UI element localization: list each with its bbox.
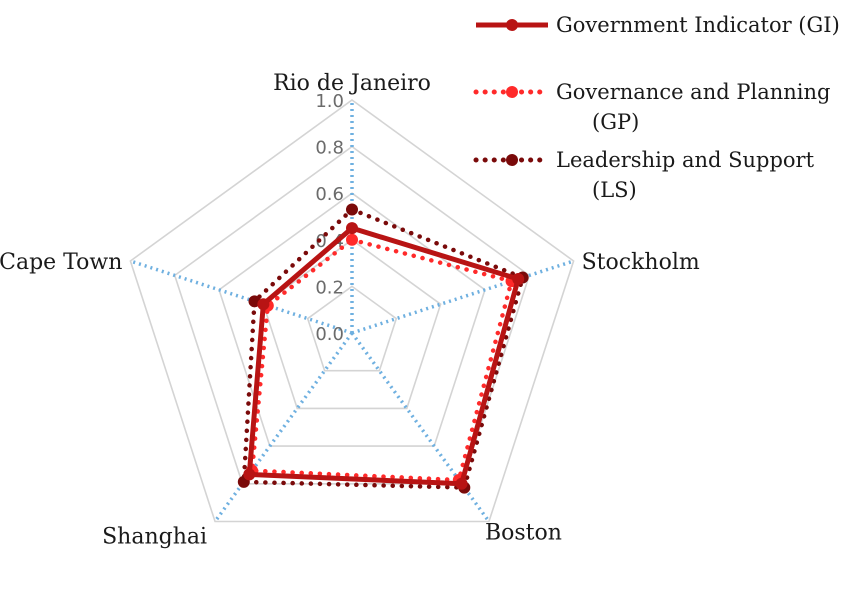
grid-ring	[306, 285, 398, 372]
tick-label: 0.6	[315, 184, 344, 205]
legend-marker	[506, 86, 518, 98]
radar-series	[237, 203, 529, 494]
legend-label: Governance and Planning	[556, 80, 830, 104]
series-line	[241, 207, 525, 490]
legend-item: Governance and Planning (GP)	[473, 80, 830, 134]
data-point	[243, 468, 256, 481]
data-point	[455, 477, 468, 490]
axis-spoke	[350, 331, 491, 523]
tick-label: 1.0	[315, 91, 344, 112]
legend-marker	[506, 19, 518, 31]
category-label: Rio de Janeiro	[273, 71, 431, 96]
series-2	[237, 203, 529, 494]
axis-spoke	[351, 259, 575, 335]
data-point	[346, 233, 358, 246]
legend-label: (LS)	[592, 178, 637, 202]
series-0	[243, 222, 525, 490]
category-label: Boston	[485, 521, 562, 546]
grid-ring	[173, 145, 531, 485]
legend: Government Indicator (GI) Governance and …	[473, 13, 840, 202]
legend-label: (GP)	[592, 110, 639, 134]
grid-ring	[218, 192, 486, 447]
legend-item: Leadership and Support (LS)	[473, 148, 815, 202]
radar-grid	[129, 99, 575, 523]
data-point	[257, 298, 270, 311]
legend-label: Government Indicator (GI)	[556, 13, 840, 37]
axis-spoke	[213, 331, 354, 523]
series-line	[249, 237, 514, 483]
grid-ring	[129, 99, 575, 523]
tick-label: 0.4	[315, 231, 344, 252]
tick-label: 0.8	[315, 138, 344, 159]
legend-marker	[506, 154, 518, 166]
data-point	[346, 222, 358, 235]
legend-label: Leadership and Support	[556, 148, 815, 172]
tick-label: 0.0	[315, 324, 344, 345]
tick-label: 0.2	[315, 277, 344, 298]
category-label: Stockholm	[582, 250, 700, 275]
series-line	[246, 225, 521, 487]
radial-tick-labels: 0.0 0.2 0.4 0.6 0.8 1.0	[315, 91, 344, 345]
category-label: Shanghai	[102, 525, 207, 550]
legend-item: Government Indicator (GI)	[476, 13, 840, 37]
category-labels: Rio de Janeiro Stockholm Boston Shanghai Cap…	[0, 71, 700, 550]
data-point	[346, 203, 358, 216]
category-label: Cape Town	[0, 250, 122, 275]
data-point	[512, 272, 525, 285]
